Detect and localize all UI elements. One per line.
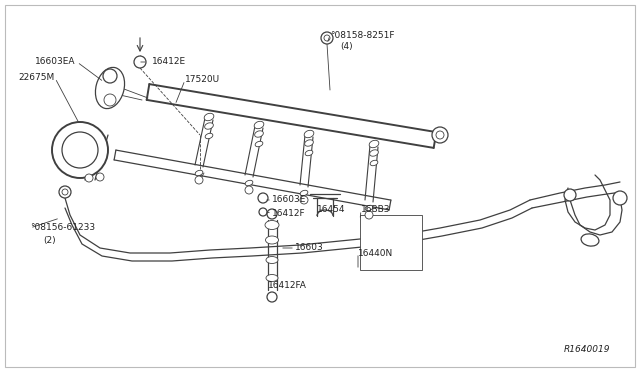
Text: °08156-61233: °08156-61233 xyxy=(30,224,95,232)
Bar xyxy=(360,215,422,270)
Circle shape xyxy=(321,32,333,44)
Ellipse shape xyxy=(304,130,314,138)
Text: 16603: 16603 xyxy=(295,244,324,253)
Circle shape xyxy=(134,56,146,68)
Ellipse shape xyxy=(205,123,213,129)
Circle shape xyxy=(96,173,104,181)
Ellipse shape xyxy=(305,150,313,156)
Circle shape xyxy=(195,176,203,184)
Circle shape xyxy=(365,211,373,219)
Ellipse shape xyxy=(265,221,279,230)
Ellipse shape xyxy=(581,234,599,246)
Circle shape xyxy=(267,292,277,302)
Text: 17520U: 17520U xyxy=(185,76,220,84)
Ellipse shape xyxy=(254,121,264,129)
Text: (4): (4) xyxy=(340,42,353,51)
Text: 16412F: 16412F xyxy=(272,208,306,218)
Text: 16440N: 16440N xyxy=(358,248,393,257)
Circle shape xyxy=(613,191,627,205)
Circle shape xyxy=(324,35,330,41)
Circle shape xyxy=(258,193,268,203)
Text: 16603EA: 16603EA xyxy=(35,58,75,67)
Text: 16BB3: 16BB3 xyxy=(361,205,390,215)
Ellipse shape xyxy=(95,67,125,109)
Circle shape xyxy=(259,208,267,216)
Ellipse shape xyxy=(370,160,378,166)
Circle shape xyxy=(564,189,576,201)
Ellipse shape xyxy=(266,257,278,263)
Ellipse shape xyxy=(266,236,278,244)
Text: 16603E: 16603E xyxy=(272,196,307,205)
Circle shape xyxy=(103,69,117,83)
Circle shape xyxy=(436,131,444,139)
Ellipse shape xyxy=(365,205,373,211)
Ellipse shape xyxy=(245,180,253,186)
Ellipse shape xyxy=(255,131,263,137)
Circle shape xyxy=(62,132,98,168)
Text: 16454: 16454 xyxy=(317,205,346,215)
Text: R1640019: R1640019 xyxy=(563,346,610,355)
Ellipse shape xyxy=(205,133,213,139)
Ellipse shape xyxy=(369,140,379,148)
Ellipse shape xyxy=(255,141,263,147)
Circle shape xyxy=(85,174,93,182)
Text: (2): (2) xyxy=(43,235,56,244)
Circle shape xyxy=(432,127,448,143)
Text: 16412E: 16412E xyxy=(152,58,186,67)
Circle shape xyxy=(245,186,253,194)
Text: °08158-8251F: °08158-8251F xyxy=(330,31,394,39)
Ellipse shape xyxy=(305,140,314,146)
Circle shape xyxy=(62,189,68,195)
Text: 22675M: 22675M xyxy=(19,74,55,83)
Ellipse shape xyxy=(266,275,278,282)
Ellipse shape xyxy=(370,150,378,156)
Circle shape xyxy=(300,196,308,204)
Circle shape xyxy=(59,186,71,198)
Ellipse shape xyxy=(195,170,203,176)
Text: 16412FA: 16412FA xyxy=(268,280,307,289)
Ellipse shape xyxy=(204,113,214,121)
Circle shape xyxy=(52,122,108,178)
Circle shape xyxy=(267,209,277,219)
Ellipse shape xyxy=(300,190,308,196)
Circle shape xyxy=(104,94,116,106)
